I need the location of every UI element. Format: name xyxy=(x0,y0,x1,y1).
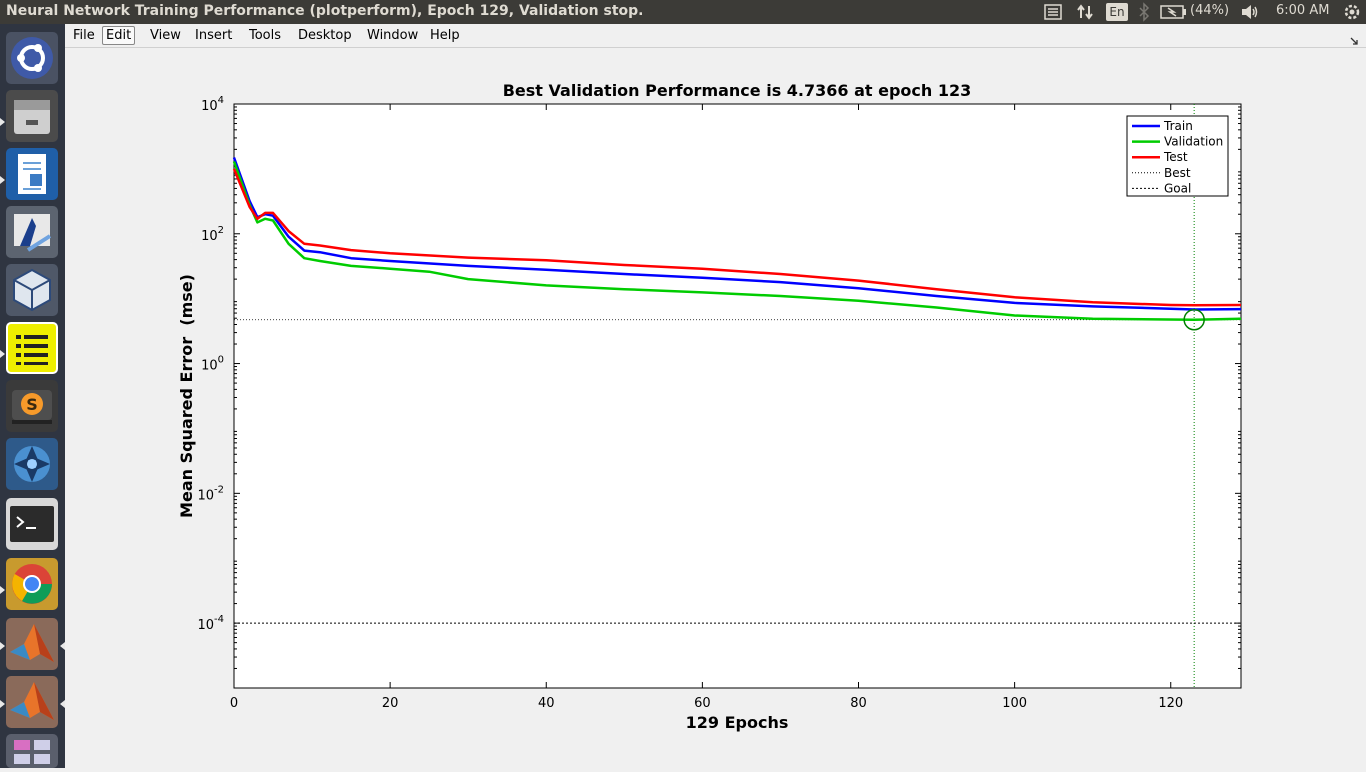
messaging-menu-icon[interactable] xyxy=(1043,2,1063,26)
y-tick-label: 102 xyxy=(201,225,224,244)
series-validation-line xyxy=(232,161,1242,321)
toolbar-expand-icon[interactable] xyxy=(1350,30,1358,49)
matlab-membrane-icon xyxy=(10,624,54,662)
menu-view[interactable]: View xyxy=(150,28,181,43)
network-updown-icon[interactable] xyxy=(1075,2,1095,26)
y-ticks: 104 102 100 10-2 10-4 xyxy=(197,95,1241,669)
x-tick-label: 40 xyxy=(538,696,555,711)
document-writer-icon xyxy=(18,154,46,194)
y-tick-label: 104 xyxy=(201,95,224,114)
virtualbox-button[interactable] xyxy=(6,264,58,316)
series-test-line xyxy=(232,168,1242,307)
bluetooth-icon[interactable] xyxy=(1137,2,1151,26)
workspace-icon xyxy=(14,740,50,764)
y-tick-label: 100 xyxy=(201,355,224,374)
chrome-icon xyxy=(12,564,52,604)
battery-icon[interactable] xyxy=(1160,4,1188,24)
sublime-s-icon: S xyxy=(12,390,52,424)
ubuntu-logo-icon xyxy=(11,37,53,79)
virtualbox-cube-icon xyxy=(13,268,51,312)
series-lines xyxy=(232,157,1242,331)
writer-button[interactable] xyxy=(6,148,58,200)
menu-file[interactable]: File xyxy=(73,28,95,43)
matlab-membrane-icon xyxy=(10,682,54,720)
volume-icon[interactable] xyxy=(1240,2,1260,26)
menu-tools[interactable]: Tools xyxy=(249,28,282,43)
list-notes-icon xyxy=(16,335,48,365)
window-title: Neural Network Training Performance (plo… xyxy=(6,3,644,19)
menu-insert[interactable]: Insert xyxy=(195,28,233,43)
y-axis-label: Mean Squared Error (mse) xyxy=(177,274,196,518)
legend-label-train: Train xyxy=(1163,119,1193,133)
legend-label-test: Test xyxy=(1163,150,1188,164)
launcher: S xyxy=(0,24,65,768)
plot-area xyxy=(233,103,1242,689)
menu-edit[interactable]: Edit xyxy=(102,26,136,45)
ide-icon xyxy=(14,214,52,252)
ide-button[interactable] xyxy=(6,206,58,258)
shutter-button[interactable] xyxy=(6,438,58,490)
performance-chart[interactable]: Best Validation Performance is 4.7366 at… xyxy=(65,48,1366,768)
matlab-2-button[interactable] xyxy=(6,676,58,728)
best-marker xyxy=(1183,308,1205,331)
menu-help[interactable]: Help xyxy=(430,28,460,43)
x-tick-label: 60 xyxy=(694,696,711,711)
x-tick-label: 120 xyxy=(1158,696,1183,711)
notes-button[interactable] xyxy=(6,322,58,374)
top-panel: Neural Network Training Performance (plo… xyxy=(0,0,1366,24)
x-tick-label: 0 xyxy=(230,696,238,711)
ubuntu-dash-button[interactable] xyxy=(6,32,58,84)
chart-title: Best Validation Performance is 4.7366 at… xyxy=(503,81,972,100)
x-tick-label: 80 xyxy=(850,696,867,711)
workspace-switcher-button[interactable] xyxy=(6,734,58,768)
x-ticks: 0 20 40 60 80 100 120 xyxy=(230,104,1183,711)
menu-desktop[interactable]: Desktop xyxy=(298,28,352,43)
clock[interactable]: 6:00 AM xyxy=(1276,3,1330,18)
terminal-button[interactable] xyxy=(6,498,58,550)
x-tick-label: 20 xyxy=(382,696,399,711)
files-button[interactable] xyxy=(6,90,58,142)
keyboard-layout-indicator[interactable]: En xyxy=(1106,3,1128,21)
shutter-aperture-icon xyxy=(14,446,50,482)
svg-text:S: S xyxy=(26,395,38,414)
x-axis-label: 129 Epochs xyxy=(686,713,789,732)
menu-window[interactable]: Window xyxy=(367,28,419,43)
chrome-button[interactable] xyxy=(6,558,58,610)
figure-canvas: Best Validation Performance is 4.7366 at… xyxy=(65,48,1366,768)
legend-label-validation: Validation xyxy=(1164,135,1223,149)
file-cabinet-icon xyxy=(14,100,50,134)
battery-percent[interactable]: (44%) xyxy=(1190,3,1230,18)
y-tick-label: 10-2 xyxy=(197,484,224,503)
x-tick-label: 100 xyxy=(1002,696,1027,711)
series-train-line xyxy=(232,157,1242,311)
sublime-text-button[interactable]: S xyxy=(6,380,58,432)
matlab-button[interactable] xyxy=(6,618,58,670)
reference-lines xyxy=(234,104,1241,688)
legend-label-best: Best xyxy=(1164,166,1191,180)
menu-bar: File Edit View Insert Tools Desktop Wind… xyxy=(65,24,1366,48)
legend-label-goal: Goal xyxy=(1164,181,1191,195)
power-gear-icon[interactable] xyxy=(1342,2,1362,26)
y-tick-label: 10-4 xyxy=(197,614,224,633)
terminal-icon xyxy=(10,506,54,542)
